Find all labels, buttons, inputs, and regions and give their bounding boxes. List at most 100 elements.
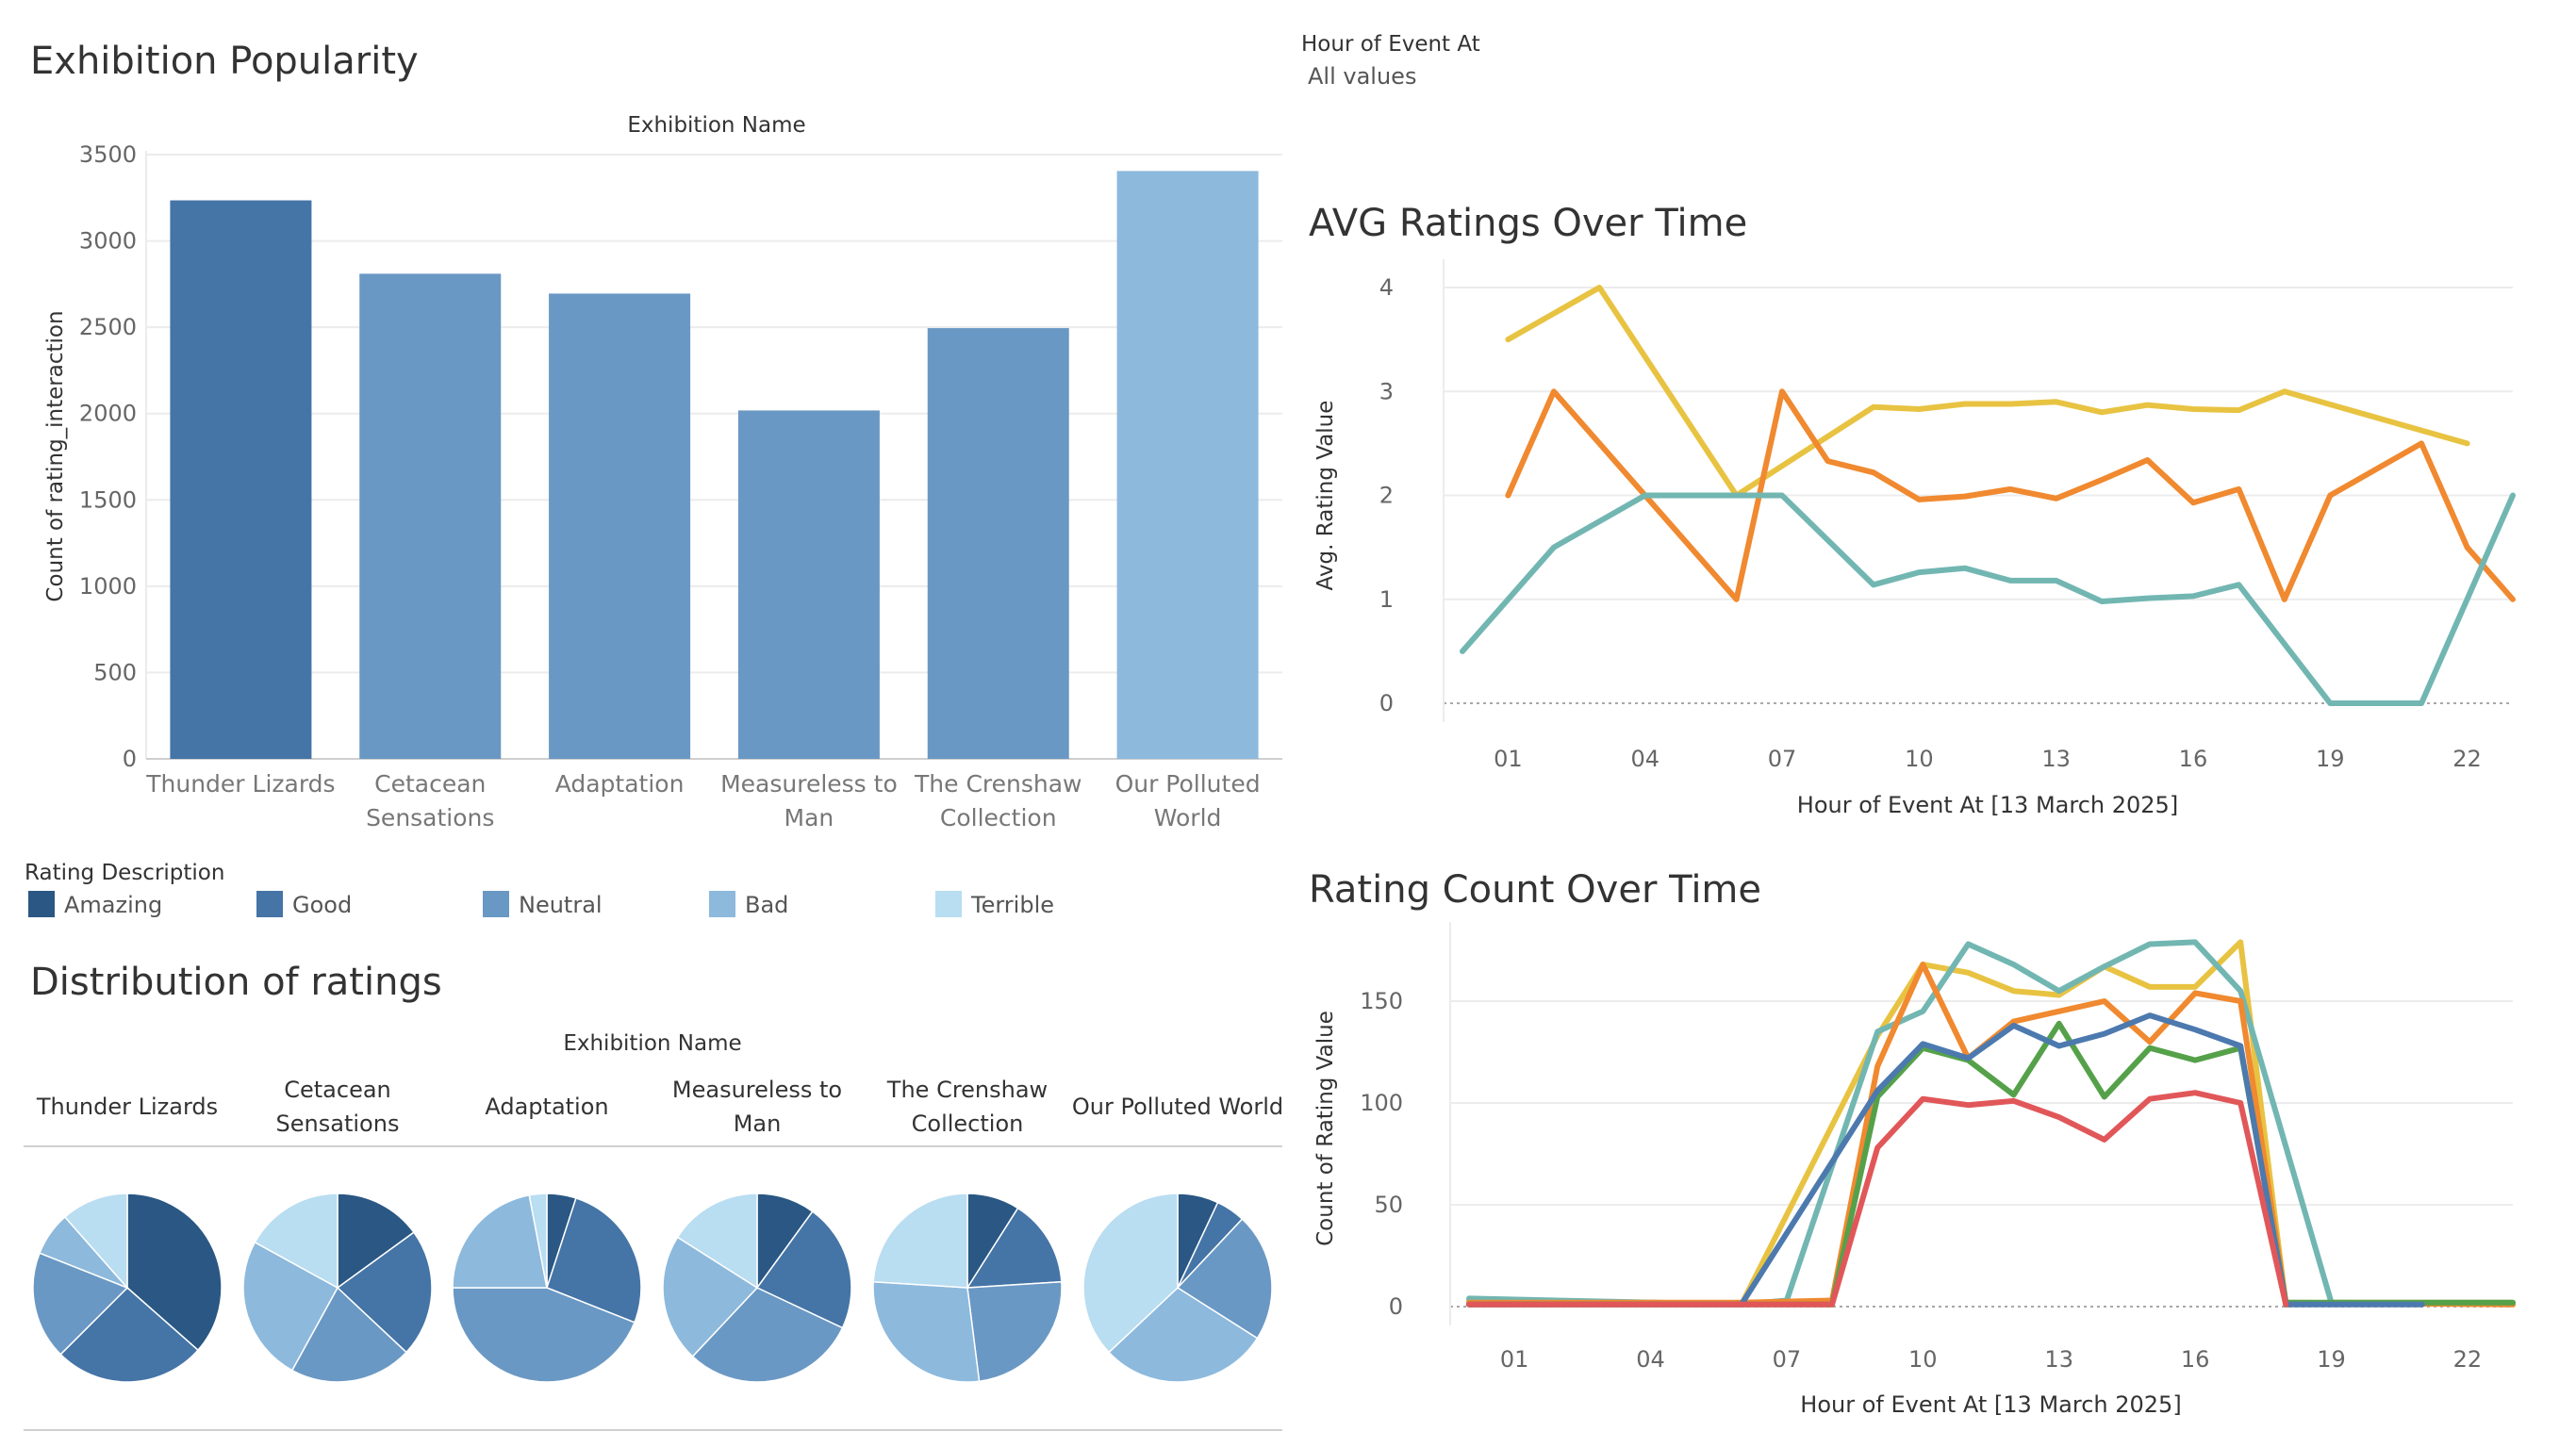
xtick: 19 [2316, 746, 2345, 772]
rating-legend: Amazing Good Neutral Bad Terrible [28, 891, 1054, 918]
pie-slice-terrible[interactable] [63, 1193, 128, 1290]
series-line[interactable] [1466, 939, 2516, 1308]
xtick: 04 [1636, 1346, 1665, 1373]
xtick: 22 [2453, 1346, 2483, 1373]
bar-xtick: Adaptation [555, 770, 685, 798]
rating-count-title: Rating Count Over Time [1309, 868, 1761, 912]
legend-swatch-bad [709, 891, 735, 917]
bar[interactable] [737, 410, 880, 759]
pie-slice-neutral[interactable] [691, 1287, 844, 1383]
series-line[interactable] [1466, 962, 2516, 1308]
ytick: 50 [1374, 1192, 1403, 1218]
legend-swatch-neutral [483, 891, 509, 917]
pie-slice-terrible[interactable] [528, 1193, 548, 1289]
legend-swatch-terrible [935, 891, 962, 917]
pie-slice-good[interactable] [966, 1207, 1063, 1289]
bar-ytick: 3000 [79, 228, 137, 255]
pie-slice-terrible[interactable] [254, 1193, 339, 1290]
avg-ratings-title: AVG Ratings Over Time [1309, 202, 1747, 245]
pie-slice-neutral[interactable] [290, 1286, 407, 1383]
bar-xtick: Measureless to [720, 770, 898, 798]
pie-slice-neutral[interactable] [32, 1252, 129, 1356]
rating-distribution-chart: Exhibition Name Thunder Lizards Cetacean Se… [24, 1031, 1283, 1431]
bar[interactable] [549, 293, 691, 759]
series-line[interactable] [1466, 1020, 2516, 1308]
xtick: 19 [2317, 1346, 2346, 1373]
ytick: 100 [1360, 1090, 1403, 1116]
bar-ytick: 2000 [79, 401, 137, 427]
pie-slice-good[interactable] [336, 1231, 433, 1354]
bar-xtick: Sensations [366, 804, 494, 831]
series-line[interactable] [1505, 285, 2470, 499]
legend-swatch-amazing [28, 891, 55, 917]
pie-slice-bad[interactable] [662, 1236, 759, 1358]
xlabel: Hour of Event At [13 March 2025] [1797, 792, 2178, 818]
bar[interactable] [170, 200, 312, 760]
pie-slice-neutral[interactable] [1176, 1218, 1273, 1340]
pie-label: The Crenshaw [886, 1077, 1048, 1103]
xtick: 22 [2452, 746, 2482, 772]
xtick: 16 [2181, 1346, 2210, 1373]
series-line[interactable] [1460, 492, 2516, 706]
bar-ytick: 2500 [79, 314, 137, 340]
ytick: 2 [1379, 483, 1394, 509]
pie-slice-bad[interactable] [452, 1193, 548, 1289]
pie-slice-bad[interactable] [872, 1280, 981, 1383]
xtick: 10 [1905, 746, 1934, 772]
pie-slice-terrible[interactable] [1082, 1193, 1179, 1354]
xtick: 01 [1494, 746, 1523, 772]
filter-label: Hour of Event At [1301, 32, 1480, 57]
pie-slice-amazing[interactable] [337, 1193, 415, 1290]
pie-slice-neutral[interactable] [966, 1280, 1063, 1383]
bar[interactable] [927, 328, 1069, 759]
ytick: 3 [1379, 378, 1394, 404]
legend-label-terrible: Terrible [970, 892, 1054, 918]
xtick: 07 [1773, 1346, 1802, 1373]
bar[interactable] [359, 273, 502, 760]
xtick: 13 [2044, 1346, 2073, 1373]
pie-slice-amazing[interactable] [126, 1193, 223, 1352]
pie-slice-terrible[interactable] [676, 1193, 758, 1290]
ylabel: Avg. Rating Value [1313, 401, 1338, 591]
pie-label: Collection [912, 1111, 1024, 1137]
series-line[interactable] [1466, 939, 2516, 1308]
pie-slice-neutral[interactable] [452, 1287, 636, 1383]
xlabel: Hour of Event At [13 March 2025] [1800, 1391, 2181, 1418]
xtick: 04 [1630, 746, 1660, 772]
bar-ytick: 1000 [79, 573, 137, 600]
filter-value[interactable]: All values [1308, 63, 1416, 90]
popularity-title: Exhibition Popularity [30, 40, 419, 83]
exhibition-popularity-chart: Exhibition Name 0 500 1000 1500 2000 2500 3000 3… [43, 113, 1282, 831]
series-line[interactable] [1466, 1012, 2425, 1308]
ytick: 0 [1379, 690, 1394, 716]
bar-xtick: Man [784, 804, 834, 831]
bar-ytick: 3500 [79, 141, 137, 168]
bar[interactable] [1116, 171, 1259, 760]
bar-xtick: Collection [940, 804, 1057, 831]
bar-ytick: 1500 [79, 486, 137, 513]
pie-label: Thunder Lizards [36, 1094, 218, 1120]
bar-xtick: Thunder Lizards [145, 770, 335, 798]
legend-label-amazing: Amazing [64, 892, 162, 918]
pie-slice-bad[interactable] [1108, 1287, 1259, 1383]
ytick: 150 [1360, 988, 1403, 1014]
pie-label: Our Polluted World [1072, 1094, 1283, 1120]
legend-label-bad: Bad [745, 892, 788, 918]
pie-label: Man [734, 1111, 782, 1137]
bar-xtick: World [1154, 804, 1222, 831]
xtick: 01 [1500, 1346, 1529, 1373]
series-line[interactable] [1466, 1090, 2289, 1308]
legend-label-good: Good [292, 892, 352, 918]
series-line[interactable] [1505, 388, 2516, 602]
bar-header: Exhibition Name [627, 113, 805, 138]
pie-slice-terrible[interactable] [872, 1193, 968, 1289]
legend-label-neutral: Neutral [519, 892, 603, 918]
legend-title: Rating Description [25, 861, 224, 885]
ytick: 4 [1379, 274, 1394, 301]
pie-slice-good[interactable] [546, 1196, 642, 1324]
pie-slice-bad[interactable] [242, 1241, 339, 1372]
ytick: 1 [1379, 586, 1394, 613]
bar-xtick: Our Polluted [1115, 770, 1261, 798]
pie-slice-good[interactable] [59, 1286, 200, 1383]
